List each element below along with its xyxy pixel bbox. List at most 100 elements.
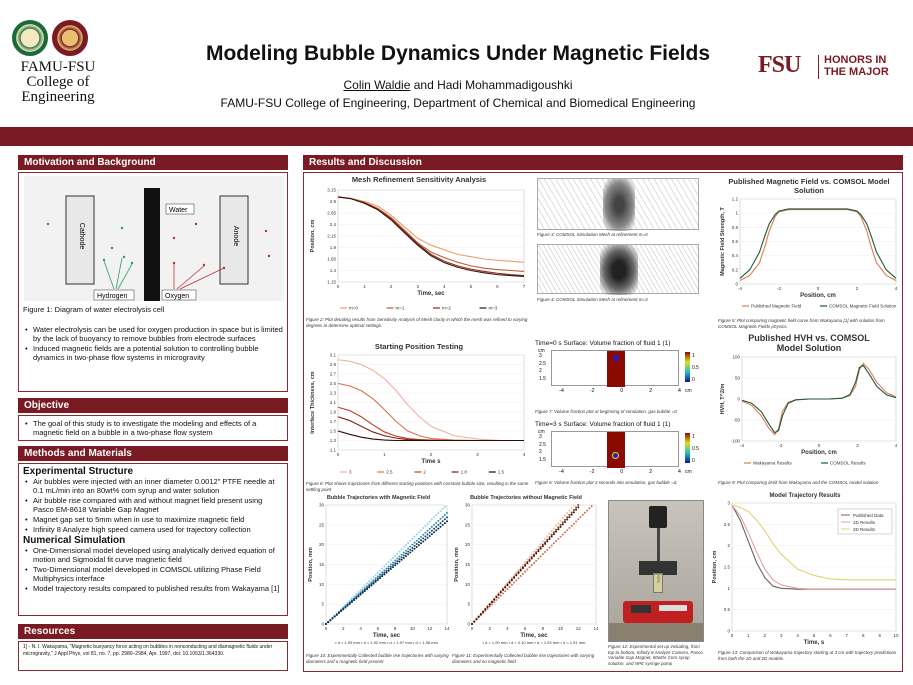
data-point	[471, 623, 473, 625]
chart-title: Starting Position Testing	[374, 342, 464, 351]
x-tick-label: 7	[846, 633, 849, 638]
data-point	[544, 551, 547, 554]
data-point	[409, 548, 412, 551]
data-point	[552, 542, 555, 545]
series-line	[739, 208, 897, 279]
data-point	[541, 540, 544, 543]
data-point	[387, 565, 390, 568]
series-line	[731, 504, 896, 590]
y-tick-label: 20	[319, 542, 325, 547]
data-point	[506, 588, 509, 591]
series-line	[741, 364, 897, 434]
data-point	[357, 595, 360, 598]
data-point	[533, 553, 535, 556]
x-tick-label: 5	[470, 284, 473, 289]
x-tick-label: 2	[856, 443, 859, 448]
colorbar	[685, 352, 690, 382]
legend-label: 1D Results	[853, 520, 876, 525]
data-point	[533, 550, 535, 553]
x-tick-label: 2	[390, 284, 393, 289]
y-tick-label: 0.4	[732, 253, 739, 258]
data-point	[557, 528, 560, 531]
data-point	[555, 525, 558, 528]
data-point	[428, 534, 431, 537]
x-tick-label: -2	[778, 443, 782, 448]
data-point	[524, 561, 527, 564]
sim7-title: Time=0 s Surface: Volume fraction of flu…	[535, 340, 671, 347]
legend-label: COMSOL Results	[830, 461, 866, 466]
legend-label: 1.8	[461, 470, 468, 475]
data-point	[387, 561, 390, 564]
hvh-chart: Published HVH vs. COMSOL Model Solution …	[718, 333, 900, 475]
x-tick-label: 1	[383, 452, 386, 457]
data-point	[407, 553, 410, 556]
data-point	[583, 511, 586, 514]
data-point	[510, 576, 513, 579]
college-seal-left	[12, 20, 48, 56]
data-point	[552, 531, 555, 534]
data-point	[402, 546, 405, 549]
data-point	[428, 527, 431, 530]
data-point	[359, 593, 362, 596]
data-point	[524, 564, 527, 567]
data-point	[394, 564, 397, 567]
data-point	[389, 559, 392, 562]
figure10-caption: Figure 10: Experimentally Collected bubb…	[306, 653, 449, 664]
x-tick-label: 4	[523, 452, 526, 457]
data-point	[424, 538, 427, 541]
data-point	[544, 542, 547, 545]
data-point	[426, 529, 429, 532]
data-point	[398, 550, 401, 553]
x-tick-label: 0	[818, 443, 821, 448]
data-point	[541, 543, 544, 546]
resources-heading: Resources	[18, 624, 288, 639]
data-point	[355, 593, 358, 596]
legend-label: m=3	[489, 306, 498, 311]
x-tick-label: 10	[410, 626, 416, 631]
data-point	[424, 535, 427, 538]
x-tick-label: 0	[731, 633, 734, 638]
data-point	[546, 535, 549, 538]
data-point	[568, 509, 571, 512]
y-tick-label: 0.2	[732, 267, 739, 272]
water-label: Water	[169, 207, 188, 214]
x-tick-label: 2	[342, 626, 345, 631]
data-point	[488, 605, 491, 608]
data-point	[524, 570, 527, 573]
data-point	[353, 595, 356, 598]
x-tick-label: 0	[817, 286, 820, 291]
data-point	[350, 597, 353, 600]
trajectories-with-field-plot: 0 2 4 6 8 10 12 14 30 25 20 15 10 5 0 Time, sec Position…	[308, 503, 450, 646]
data-point	[517, 568, 520, 571]
data-point	[439, 517, 442, 520]
data-point	[363, 587, 366, 590]
figure7-caption: Figure 7: Volume fraction plot at beginn…	[535, 409, 677, 414]
x-tick-label: 8	[542, 626, 545, 631]
data-point	[348, 599, 351, 602]
y-tick-label: 2.3	[330, 391, 337, 396]
data-point	[430, 533, 433, 536]
data-point	[486, 605, 489, 608]
data-point	[402, 551, 405, 554]
cathode-label: Cathode	[78, 223, 85, 250]
data-point	[446, 511, 448, 514]
data-point	[372, 582, 375, 585]
data-point	[575, 508, 578, 511]
data-point	[559, 519, 562, 522]
y-tick-label: 0	[727, 629, 730, 634]
data-point	[539, 547, 542, 550]
legend-label: 2	[423, 470, 426, 475]
data-point	[572, 504, 575, 507]
volume-fraction-t3: Time=3 s Surface: Volume fraction of flu…	[535, 421, 705, 487]
data-point	[495, 596, 498, 599]
numerical-bullet: One-Dimensional model developed using an…	[23, 546, 283, 564]
numerical-bullets: One-Dimensional model developed using an…	[23, 546, 283, 593]
y-tick-label: 100	[732, 355, 740, 360]
data-point	[383, 565, 386, 568]
data-point	[555, 530, 558, 533]
results-heading: Results and Discussion	[303, 155, 903, 170]
data-point	[424, 531, 427, 534]
x-tick-label: 1	[363, 284, 366, 289]
data-point	[557, 537, 560, 540]
data-point	[539, 546, 542, 549]
